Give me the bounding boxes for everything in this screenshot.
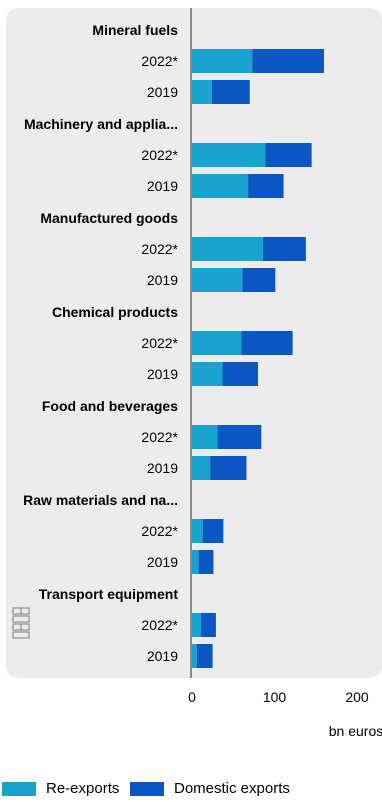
bar-re-exports-raw-materials-and-na-2022 bbox=[192, 519, 203, 543]
bar-domestic-exports-food-and-beverages-2022 bbox=[217, 425, 262, 449]
category-label-chemical-products: Chemical products bbox=[52, 304, 178, 320]
bar-re-exports-machinery-and-applia-2022 bbox=[192, 143, 266, 167]
bar-re-exports-manufactured-goods-2019 bbox=[192, 268, 243, 292]
category-label-food-and-beverages: Food and beverages bbox=[42, 398, 178, 414]
x-axis-label: bn euros bbox=[329, 723, 382, 739]
year-label-chemical-products-2022: 2022* bbox=[141, 335, 178, 351]
bar-domestic-exports-raw-materials-and-na-2019 bbox=[198, 550, 214, 574]
bar-re-exports-food-and-beverages-2022 bbox=[192, 425, 218, 449]
legend: Re-exports Domestic exports bbox=[0, 780, 382, 802]
year-label-raw-materials-and-na-2022: 2022* bbox=[141, 523, 178, 539]
x-tick-label-200: 200 bbox=[345, 689, 369, 705]
category-label-raw-materials-and-na: Raw materials and na... bbox=[23, 492, 178, 508]
year-label-mineral-fuels-2022: 2022* bbox=[141, 53, 178, 69]
category-label-machinery-and-applia: Machinery and applia... bbox=[24, 116, 178, 132]
year-label-manufactured-goods-2022: 2022* bbox=[141, 241, 178, 257]
bar-domestic-exports-chemical-products-2019 bbox=[222, 362, 258, 386]
bar-domestic-exports-chemical-products-2022 bbox=[241, 331, 293, 355]
chart: Mineral fuels 2022* 2019 Machinery and appl… bbox=[6, 8, 382, 739]
bar-domestic-exports-transport-equipment-2019 bbox=[196, 644, 213, 668]
bar-domestic-exports-mineral-fuels-2019 bbox=[211, 80, 250, 104]
x-tick-label-0: 0 bbox=[188, 689, 196, 705]
bar-domestic-exports-manufactured-goods-2022 bbox=[262, 237, 306, 261]
bar-re-exports-machinery-and-applia-2019 bbox=[192, 174, 249, 198]
bar-re-exports-raw-materials-and-na-2019 bbox=[192, 550, 199, 574]
bar-re-exports-mineral-fuels-2022 bbox=[192, 49, 253, 73]
year-label-raw-materials-and-na-2019: 2019 bbox=[147, 554, 178, 570]
year-label-food-and-beverages-2019: 2019 bbox=[147, 460, 178, 476]
bar-domestic-exports-manufactured-goods-2019 bbox=[242, 268, 276, 292]
bar-domestic-exports-machinery-and-applia-2019 bbox=[248, 174, 284, 198]
category-label-manufactured-goods: Manufactured goods bbox=[40, 210, 178, 226]
bar-domestic-exports-food-and-beverages-2019 bbox=[210, 456, 247, 480]
year-label-chemical-products-2019: 2019 bbox=[147, 366, 178, 382]
legend-label-re-exports: Re-exports bbox=[46, 780, 120, 797]
cbs-logo-icon bbox=[12, 607, 30, 639]
bar-domestic-exports-machinery-and-applia-2022 bbox=[265, 143, 312, 167]
bar-re-exports-food-and-beverages-2019 bbox=[192, 456, 211, 480]
bar-domestic-exports-mineral-fuels-2022 bbox=[252, 49, 324, 73]
bar-domestic-exports-raw-materials-and-na-2022 bbox=[202, 519, 224, 543]
year-label-machinery-and-applia-2022: 2022* bbox=[141, 147, 178, 163]
legend-swatch-domestic-exports bbox=[130, 781, 164, 796]
x-tick-label-100: 100 bbox=[263, 689, 287, 705]
legend-label-domestic-exports: Domestic exports bbox=[174, 780, 290, 797]
category-label-transport-equipment: Transport equipment bbox=[39, 586, 179, 602]
year-label-transport-equipment-2022: 2022* bbox=[141, 617, 178, 633]
year-label-transport-equipment-2019: 2019 bbox=[147, 648, 178, 664]
bar-re-exports-manufactured-goods-2022 bbox=[192, 237, 263, 261]
legend-swatch-re-exports bbox=[2, 781, 36, 796]
bar-re-exports-mineral-fuels-2019 bbox=[192, 80, 212, 104]
bar-domestic-exports-transport-equipment-2022 bbox=[201, 613, 216, 637]
year-label-machinery-and-applia-2019: 2019 bbox=[147, 178, 178, 194]
year-label-food-and-beverages-2022: 2022* bbox=[141, 429, 178, 445]
legend-item-domestic-exports: Domestic exports bbox=[130, 780, 290, 797]
legend-item-re-exports: Re-exports bbox=[2, 780, 119, 797]
category-label-mineral-fuels: Mineral fuels bbox=[92, 22, 178, 38]
bar-re-exports-chemical-products-2022 bbox=[192, 331, 242, 355]
bar-re-exports-transport-equipment-2022 bbox=[192, 613, 202, 637]
year-label-mineral-fuels-2019: 2019 bbox=[147, 84, 178, 100]
bar-re-exports-transport-equipment-2019 bbox=[192, 644, 197, 668]
bar-re-exports-chemical-products-2019 bbox=[192, 362, 223, 386]
year-label-manufactured-goods-2019: 2019 bbox=[147, 272, 178, 288]
